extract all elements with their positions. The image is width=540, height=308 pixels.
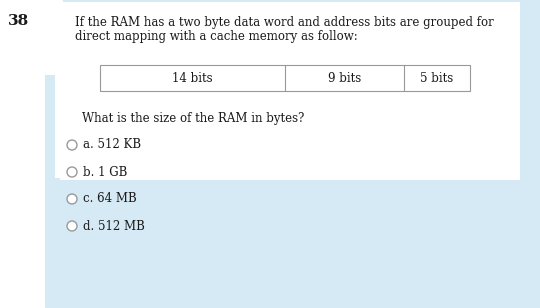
Text: d. 512 MB: d. 512 MB <box>83 220 145 233</box>
Text: 9 bits: 9 bits <box>328 71 361 84</box>
Text: a. 512 KB: a. 512 KB <box>83 139 141 152</box>
Text: 38: 38 <box>8 14 29 28</box>
Text: direct mapping with a cache memory as follow:: direct mapping with a cache memory as fo… <box>75 30 357 43</box>
Bar <box>100 65 470 91</box>
Text: If the RAM has a two byte data word and address bits are grouped for: If the RAM has a two byte data word and … <box>75 16 494 29</box>
Bar <box>0 0 60 75</box>
Text: b. 1 GB: b. 1 GB <box>83 165 127 179</box>
Text: c. 64 MB: c. 64 MB <box>83 192 137 205</box>
Text: 5 bits: 5 bits <box>420 71 454 84</box>
Text: What is the size of the RAM in bytes?: What is the size of the RAM in bytes? <box>82 112 305 125</box>
Text: 14 bits: 14 bits <box>172 71 213 84</box>
Bar <box>60 2 520 180</box>
Circle shape <box>67 140 77 150</box>
Circle shape <box>67 194 77 204</box>
FancyBboxPatch shape <box>45 0 540 308</box>
Circle shape <box>67 221 77 231</box>
Circle shape <box>67 167 77 177</box>
Bar <box>55 0 63 178</box>
